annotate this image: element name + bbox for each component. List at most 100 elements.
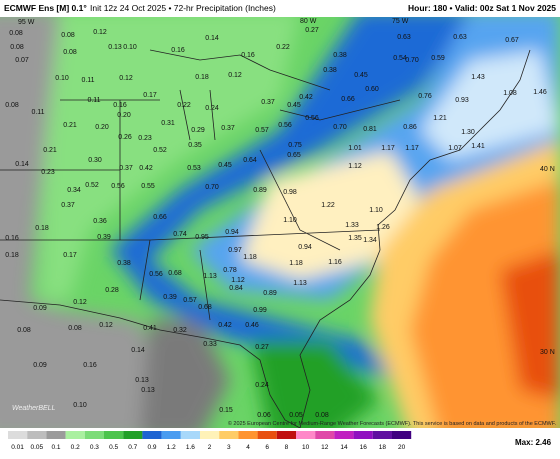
point-value: 0.13 bbox=[135, 377, 149, 384]
point-value: 0.99 bbox=[253, 307, 267, 314]
legend-label: 6 bbox=[265, 444, 269, 451]
legend-label: 0.1 bbox=[51, 444, 60, 451]
point-value: 0.39 bbox=[97, 234, 111, 241]
point-value: 0.17 bbox=[143, 92, 157, 99]
point-value: 0.34 bbox=[67, 187, 81, 194]
legend-swatch bbox=[372, 431, 392, 439]
legend-label: 18 bbox=[379, 444, 387, 451]
point-value: 0.23 bbox=[138, 135, 152, 142]
valid-time: Hour: 180 • Valid: 00z Sat 1 Nov 2025 bbox=[408, 3, 556, 13]
legend-label: 2 bbox=[208, 444, 212, 451]
point-value: 0.41 bbox=[143, 325, 157, 332]
point-value: 0.76 bbox=[418, 93, 432, 100]
legend-swatch bbox=[27, 431, 47, 439]
legend-swatch bbox=[180, 431, 200, 439]
point-value: 0.24 bbox=[205, 105, 219, 112]
point-value: 0.68 bbox=[168, 270, 182, 277]
point-value: 0.14 bbox=[205, 35, 219, 42]
legend-swatch bbox=[296, 431, 316, 439]
point-value: 0.39 bbox=[163, 294, 177, 301]
point-value: 1.08 bbox=[503, 90, 517, 97]
point-value: 0.28 bbox=[105, 287, 119, 294]
point-value: 0.11 bbox=[81, 77, 94, 84]
point-value: 0.33 bbox=[203, 341, 217, 348]
legend-label: 10 bbox=[302, 444, 310, 451]
point-value: 0.21 bbox=[43, 147, 57, 154]
point-value: 0.22 bbox=[177, 102, 191, 109]
point-value: 0.16 bbox=[5, 235, 19, 242]
point-value: 0.52 bbox=[153, 147, 167, 154]
header-bar bbox=[0, 0, 560, 17]
legend-label: 12 bbox=[321, 444, 329, 451]
legend-swatch bbox=[200, 431, 220, 439]
point-value: 0.67 bbox=[505, 37, 519, 44]
point-value: 1.13 bbox=[293, 280, 307, 287]
subtitle: Init 12z 24 Oct 2025 • 72-hr Precipitati… bbox=[90, 3, 276, 13]
grid-label: 95 W bbox=[18, 19, 35, 26]
point-value: 0.12 bbox=[73, 299, 87, 306]
map bbox=[0, 17, 560, 428]
point-value: 0.56 bbox=[305, 115, 319, 122]
point-value: 0.38 bbox=[117, 260, 131, 267]
point-value: 1.16 bbox=[328, 259, 342, 266]
legend-label: 20 bbox=[398, 444, 406, 451]
point-value: 0.14 bbox=[131, 347, 145, 354]
point-value: 0.12 bbox=[119, 75, 133, 82]
point-value: 0.12 bbox=[228, 72, 242, 79]
point-value: 0.10 bbox=[55, 75, 69, 82]
point-value: 0.42 bbox=[139, 165, 153, 172]
point-value: 0.70 bbox=[333, 124, 347, 131]
point-value: 0.93 bbox=[455, 97, 469, 104]
point-value: 1.18 bbox=[243, 254, 257, 261]
legend-label: 0.01 bbox=[11, 444, 24, 451]
title: ECMWF Ens [M] 0.1° bbox=[4, 3, 87, 13]
legend-swatch bbox=[104, 431, 124, 439]
point-value: 0.08 bbox=[10, 44, 24, 51]
grid-label: 40 N bbox=[540, 166, 555, 173]
point-value: 0.26 bbox=[118, 134, 132, 141]
point-value: 0.22 bbox=[276, 44, 290, 51]
copyright: © 2025 European Centre for Medium-Range … bbox=[228, 420, 557, 427]
point-value: 0.78 bbox=[223, 267, 237, 274]
legend-swatch bbox=[276, 431, 296, 439]
point-value: 0.36 bbox=[93, 218, 107, 225]
point-value: 0.15 bbox=[219, 407, 233, 414]
legend-swatch bbox=[123, 431, 143, 439]
point-value: 0.27 bbox=[305, 27, 319, 34]
point-value: 0.52 bbox=[85, 182, 99, 189]
legend: 0.01 0.05 0.1 0.2 0.3 0.5 0.7 0.9 1.2 1.6 2 3 4 6 8 10 1… bbox=[8, 431, 412, 451]
point-value: 0.94 bbox=[298, 244, 312, 251]
point-value: 0.38 bbox=[323, 67, 337, 74]
legend-swatch bbox=[84, 431, 104, 439]
point-value: 0.63 bbox=[397, 34, 411, 41]
point-values: 0.08 0.08 0.120.080.080.13 0.100.070.10 0.11… bbox=[5, 27, 547, 419]
point-value: 0.97 bbox=[228, 247, 242, 254]
legend-label: 3 bbox=[227, 444, 231, 451]
point-value: 0.23 bbox=[41, 169, 55, 176]
point-value: 0.37 bbox=[119, 165, 133, 172]
point-value: 0.31 bbox=[161, 120, 175, 127]
grid-label: 80 W bbox=[300, 18, 317, 25]
point-value: 0.17 bbox=[63, 252, 77, 259]
legend-swatch bbox=[142, 431, 162, 439]
point-value: 1.22 bbox=[321, 202, 335, 209]
legend-label: 8 bbox=[285, 444, 289, 451]
point-value: 0.74 bbox=[173, 231, 187, 238]
point-value: 0.16 bbox=[113, 102, 127, 109]
point-value: 0.45 bbox=[218, 162, 232, 169]
point-value: 1.33 bbox=[345, 222, 359, 229]
point-value: 0.16 bbox=[241, 52, 255, 59]
legend-swatch bbox=[65, 431, 85, 439]
legend-label: 0.3 bbox=[90, 444, 99, 451]
point-value: 0.89 bbox=[253, 187, 267, 194]
point-value: 0.56 bbox=[149, 271, 163, 278]
logo: WeatherBELL bbox=[12, 405, 56, 412]
point-value: 0.08 bbox=[9, 30, 23, 37]
grid-label: 30 N bbox=[540, 349, 555, 356]
point-value: 1.10 bbox=[369, 207, 383, 214]
legend-label: 4 bbox=[246, 444, 250, 451]
point-value: 0.45 bbox=[354, 72, 368, 79]
legend-swatch bbox=[257, 431, 277, 439]
point-value: 0.06 bbox=[257, 412, 271, 419]
